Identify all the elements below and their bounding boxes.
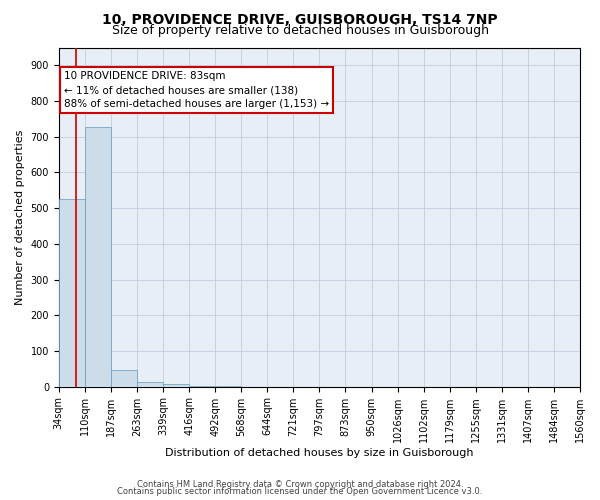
Text: 10, PROVIDENCE DRIVE, GUISBOROUGH, TS14 7NP: 10, PROVIDENCE DRIVE, GUISBOROUGH, TS14 … [102,12,498,26]
Bar [111,370,137,386]
Y-axis label: Number of detached properties: Number of detached properties [15,130,25,304]
Bar [163,384,189,386]
Text: Contains HM Land Registry data © Crown copyright and database right 2024.: Contains HM Land Registry data © Crown c… [137,480,463,489]
Bar [85,126,111,386]
Text: 10 PROVIDENCE DRIVE: 83sqm
← 11% of detached houses are smaller (138)
88% of sem: 10 PROVIDENCE DRIVE: 83sqm ← 11% of deta… [64,71,329,109]
X-axis label: Distribution of detached houses by size in Guisborough: Distribution of detached houses by size … [165,448,473,458]
Bar [137,382,163,386]
Text: Size of property relative to detached houses in Guisborough: Size of property relative to detached ho… [112,24,488,37]
Bar [59,199,85,386]
Text: Contains public sector information licensed under the Open Government Licence v3: Contains public sector information licen… [118,487,482,496]
